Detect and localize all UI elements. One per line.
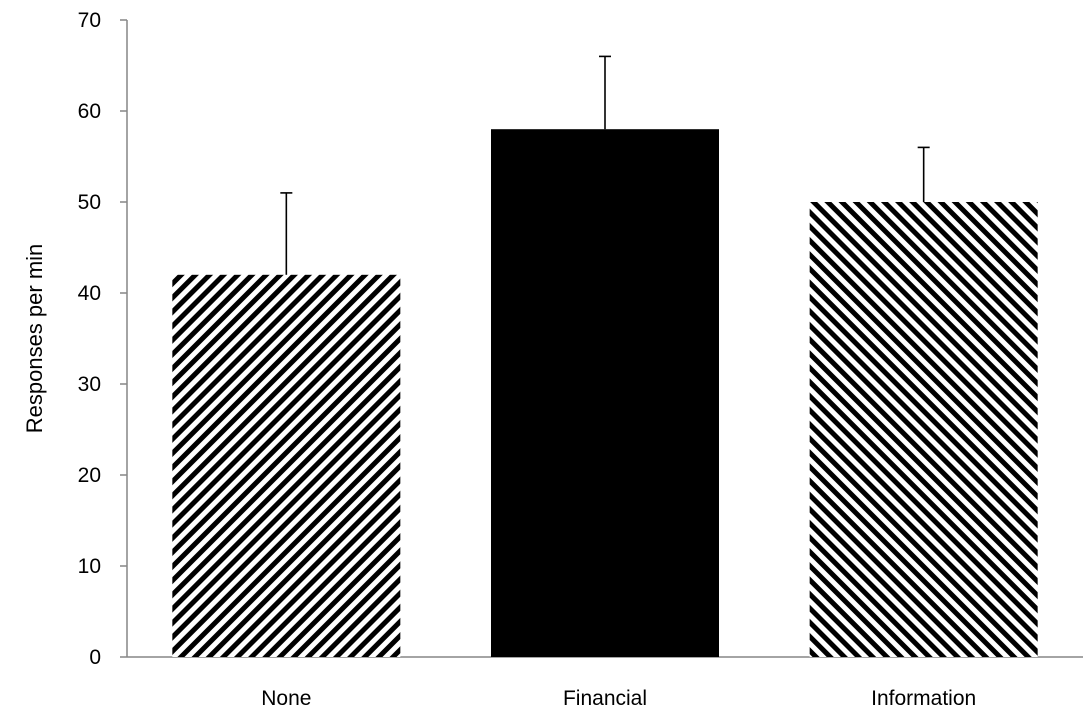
x-tick-label: Financial (563, 687, 647, 710)
bar-financial (491, 129, 719, 657)
y-tick-label: 50 (78, 191, 101, 214)
bars (172, 129, 1038, 657)
error-bars (280, 55, 930, 275)
bar-none (172, 274, 401, 657)
tick-labels: 0 10 20 30 40 50 60 70 None Financial Information (78, 9, 977, 710)
x-tick-label: None (261, 687, 311, 710)
y-tick-label: 0 (89, 646, 101, 669)
y-tick-label: 60 (78, 100, 101, 123)
y-tick-label: 20 (78, 464, 101, 487)
x-tick-label: Information (871, 687, 976, 710)
y-tick-label: 40 (78, 282, 101, 305)
y-tick-label: 70 (78, 9, 101, 32)
y-tick-label: 10 (78, 555, 101, 578)
y-axis-title: Responses per min (22, 244, 47, 434)
y-tick-label: 30 (78, 373, 101, 396)
bar-information (809, 202, 1038, 657)
